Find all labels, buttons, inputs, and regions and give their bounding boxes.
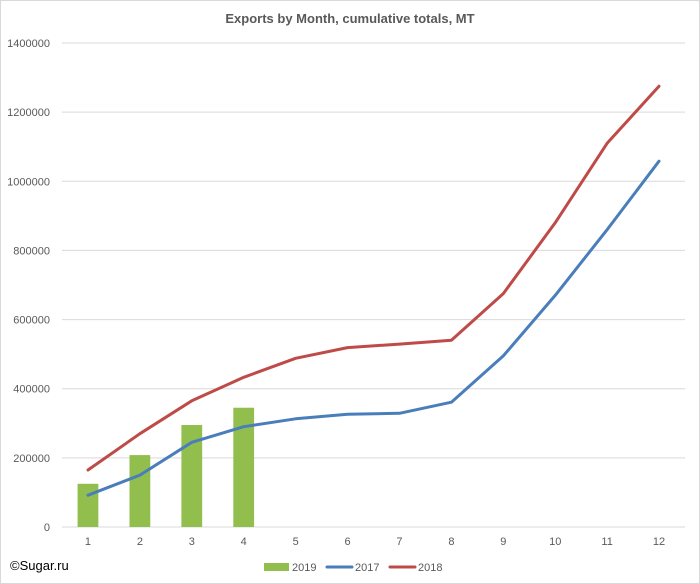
y-axis-ticks: 0 200000 400000 600000 800000 1000000 1200000 1… bbox=[7, 38, 50, 534]
x-tick-label: 10 bbox=[549, 536, 561, 548]
copyright-text: ©Sugar.ru bbox=[10, 558, 69, 573]
bars-2019 bbox=[77, 407, 255, 527]
x-tick-label: 11 bbox=[601, 536, 612, 548]
bar-2019 bbox=[77, 483, 99, 527]
x-tick-label: 7 bbox=[396, 536, 402, 548]
x-tick-label: 3 bbox=[189, 536, 195, 548]
legend: 2019 2017 2018 bbox=[264, 562, 442, 574]
y-tick-label: 1400000 bbox=[7, 38, 50, 50]
y-tick-label: 600000 bbox=[13, 315, 50, 327]
legend-marker-2019 bbox=[264, 563, 289, 571]
x-axis-ticks: 1 2 3 4 5 6 7 8 9 10 11 12 bbox=[85, 536, 665, 548]
x-tick-label: 12 bbox=[653, 536, 665, 548]
line-series-2018 bbox=[86, 84, 661, 472]
y-tick-label: 800000 bbox=[13, 245, 50, 257]
x-tick-label: 2 bbox=[137, 536, 143, 548]
x-tick-label: 1 bbox=[85, 536, 91, 548]
bar-2019 bbox=[181, 425, 203, 527]
bar-2019 bbox=[233, 407, 255, 527]
y-tick-label: 1000000 bbox=[7, 176, 50, 188]
x-tick-label: 9 bbox=[500, 536, 506, 548]
chart-title: Exports by Month, cumulative totals, MT bbox=[225, 11, 475, 26]
y-tick-label: 400000 bbox=[13, 384, 50, 396]
x-tick-label: 8 bbox=[448, 536, 454, 548]
line-series-2017 bbox=[86, 159, 661, 497]
legend-label-2019: 2019 bbox=[292, 562, 316, 574]
lines bbox=[86, 84, 661, 497]
x-tick-label: 6 bbox=[344, 536, 350, 548]
x-tick-label: 4 bbox=[241, 536, 247, 548]
legend-label-2018: 2018 bbox=[418, 562, 442, 574]
y-tick-label: 200000 bbox=[13, 453, 50, 465]
y-tick-label: 0 bbox=[44, 522, 50, 534]
y-tick-label: 1200000 bbox=[7, 107, 50, 119]
x-tick-label: 5 bbox=[293, 536, 299, 548]
gridlines bbox=[62, 42, 685, 528]
legend-label-2017: 2017 bbox=[355, 562, 379, 574]
bar-2019 bbox=[129, 455, 151, 527]
